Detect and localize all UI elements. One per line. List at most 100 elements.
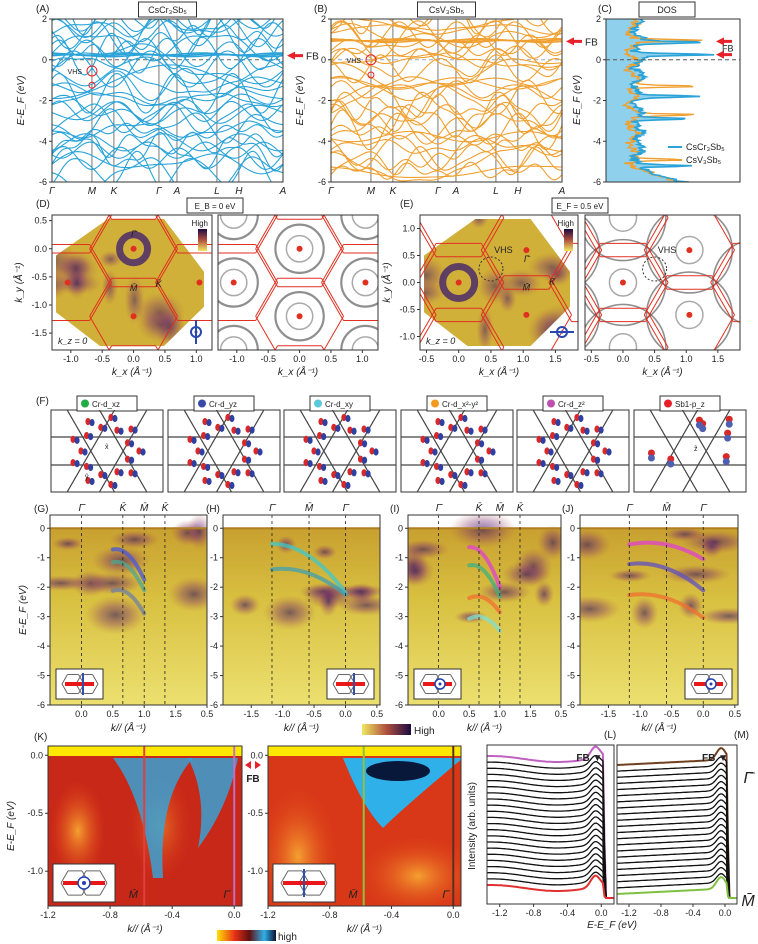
band-line — [331, 101, 562, 129]
plot-frame — [217, 214, 379, 351]
orbital-lobe-red — [70, 435, 76, 443]
brillouin-zone-edge — [89, 277, 113, 317]
orbital-lobe-red — [474, 439, 481, 447]
gamma-point-dot — [296, 245, 303, 252]
orbital-lobe-blue — [594, 456, 601, 464]
orbital-label: Cr-d_z² — [558, 400, 585, 409]
x-tick-label: 0.0 — [719, 908, 732, 918]
y-tick-label: -2 — [39, 96, 47, 106]
symmetry-point-label: K̄ — [476, 501, 484, 514]
y-tick-label: 0.0 — [34, 244, 47, 254]
edc-curve — [487, 754, 614, 899]
orbital-lobe-red — [124, 455, 131, 463]
edc-curve — [617, 854, 737, 899]
colorbar — [217, 930, 276, 941]
symmetry-point-label: M̄ — [496, 501, 505, 514]
orbital-lobe-red — [550, 462, 556, 471]
calculated-band-overlay — [627, 592, 706, 620]
intensity-blob — [661, 564, 731, 584]
y-tick-label: -2 — [318, 96, 326, 106]
band-line — [331, 100, 562, 138]
orbital-label: Cr-d_xy — [325, 400, 353, 409]
brillouin-zone-edge — [721, 683, 728, 694]
orbital-color-dot — [664, 399, 672, 408]
y-tick-label: 0.5 — [34, 216, 47, 226]
kagome-bond-line — [183, 410, 233, 492]
fermi-contour — [608, 268, 638, 297]
y-axis-label: ŷ — [85, 474, 89, 481]
orbital-lobe-blue — [199, 448, 205, 456]
brillouin-zone-edge — [60, 882, 69, 896]
orbital-lobe-blue — [584, 427, 590, 435]
intensity-blob — [580, 595, 621, 623]
brillouin-zone-edge — [332, 674, 339, 685]
symmetry-point-label: K̄ — [517, 501, 525, 514]
orbital-lobe-blue — [432, 448, 438, 456]
bz-overlay — [52, 215, 378, 350]
band-line — [331, 34, 562, 56]
intensity-blob — [167, 576, 207, 612]
x-tick-label: 0.5 — [485, 354, 498, 364]
orbital-lobe-red — [590, 439, 597, 447]
plot-frame — [579, 514, 739, 706]
fermi-contour — [645, 271, 734, 350]
x-tick-label: 0.0 — [447, 910, 460, 920]
orbital-color-dot — [198, 399, 206, 408]
band-line — [331, 48, 562, 78]
calculated-band-overlay — [110, 559, 147, 593]
fermi-contour — [675, 300, 704, 330]
orbital-lobe-red — [536, 435, 542, 443]
fermi-contour — [585, 215, 667, 262]
calculated-band-overlay — [269, 566, 348, 597]
orbital-lobe-blue — [321, 463, 327, 472]
panel-title: CsV₃Sb₅ — [429, 5, 465, 15]
edc-curve — [487, 859, 614, 899]
fb-arrow-icon — [716, 37, 732, 46]
edc-curve — [617, 860, 737, 899]
m-bar-label: M̄ — [129, 888, 139, 901]
orbital-label: Sb1-p_z — [675, 400, 705, 409]
orbital-lobe-blue — [568, 424, 574, 432]
orbital-lobe-red — [564, 423, 570, 431]
gamma-point-dot — [196, 279, 203, 286]
orbital-lobe-red — [435, 417, 441, 426]
gamma-point-dot — [230, 279, 237, 286]
orbital-lobe-blue — [568, 472, 574, 480]
x-tick-label: 1.0 — [680, 354, 693, 364]
legend-label: CsCr₃Sb₅ — [686, 142, 725, 152]
orbital-lobe-blue — [468, 469, 474, 477]
y-axis-label: E-E_F (eV) — [572, 75, 583, 125]
y-tick-label: -2 — [37, 582, 45, 592]
orbital-lobe-red — [331, 471, 337, 479]
orbital-lobe-red — [187, 459, 193, 467]
x-tick-label: H — [514, 186, 522, 197]
brillouin-zone-edge — [255, 316, 276, 350]
colorbar — [362, 724, 411, 735]
edc-curve — [487, 874, 614, 899]
calculated-band-overlay — [467, 594, 502, 615]
geometry-inset — [55, 668, 104, 700]
intensity-blob — [80, 572, 143, 595]
orbital-lobe-blue — [102, 424, 108, 432]
y-tick-label: -4 — [210, 641, 218, 651]
m-bar-label: M̄ — [523, 283, 531, 293]
orbital-lobe-blue — [594, 440, 601, 448]
x-tick-label: 0.5 — [371, 709, 384, 719]
orbital-lobe-red — [311, 447, 317, 455]
orbital-lobe-blue — [554, 432, 560, 441]
calculated-band-overlay — [110, 547, 147, 582]
vhs-marker — [86, 65, 98, 77]
fermi-contour — [218, 257, 259, 308]
orbital-lobe-red — [245, 469, 251, 477]
band-line — [331, 77, 562, 90]
orbital-title-box — [309, 395, 371, 412]
orbital-lobe-blue — [667, 460, 675, 468]
fb-label: FB ▼ — [702, 753, 728, 764]
symmetry-point-label: M̄ — [140, 501, 149, 514]
x-tick-label: -0.5 — [584, 354, 600, 364]
panel-label: (F) — [36, 396, 49, 407]
brillouin-zone-edge — [255, 282, 279, 321]
fermi-contour — [608, 215, 638, 232]
orbital-lobe-red — [225, 480, 231, 489]
orbital-label: Cr-d_yz — [209, 400, 237, 409]
